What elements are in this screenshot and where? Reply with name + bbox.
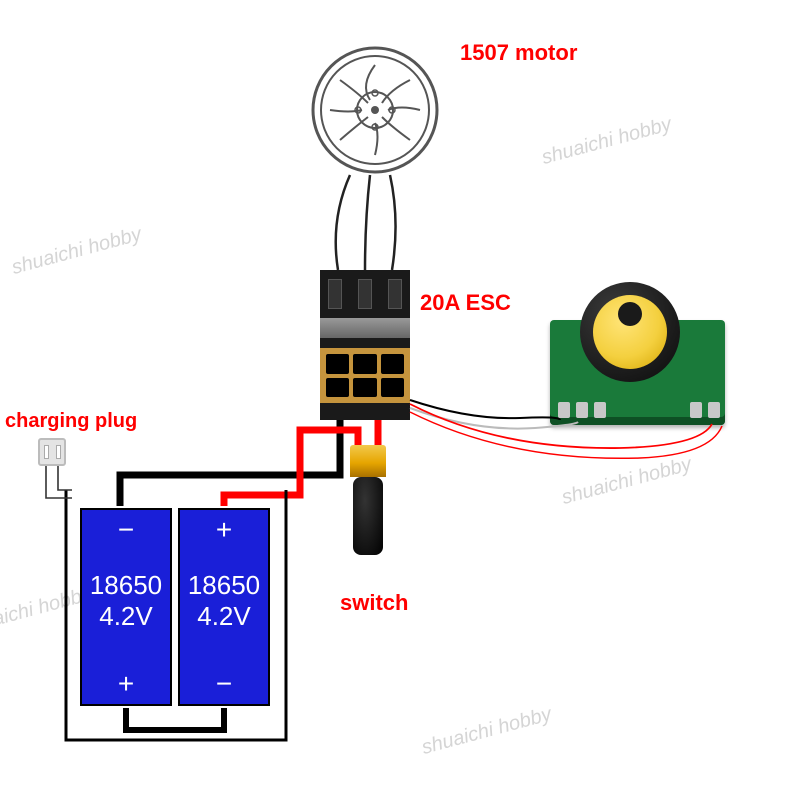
battery-2: + 18650 4.2V −: [178, 508, 270, 706]
switch-label: switch: [340, 590, 408, 616]
watermark: shuaichi hobby: [419, 703, 554, 760]
esc-component: [320, 270, 410, 420]
watermark: shuaichi hobby: [9, 223, 144, 280]
charging-plug-component: [38, 438, 66, 466]
battery-1: − 18650 4.2V +: [80, 508, 172, 706]
charging-plug-label: charging plug: [5, 410, 137, 433]
watermark: shuaichi hobby: [539, 113, 674, 170]
motor-icon: [310, 45, 440, 175]
motor-label: 1507 motor: [460, 40, 577, 66]
potentiometer-module: [550, 290, 730, 430]
switch-component: [350, 445, 386, 555]
watermark: shuaichi hobby: [559, 453, 694, 510]
esc-label: 20A ESC: [420, 290, 511, 316]
